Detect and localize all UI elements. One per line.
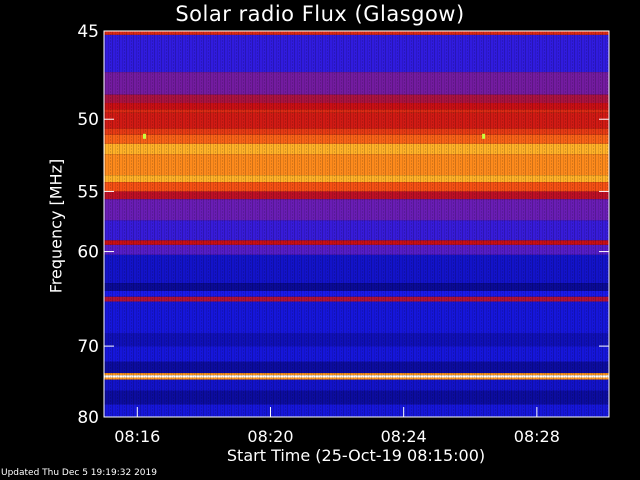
y-tick-label-0: 45 [77,22,99,42]
x-tick-label-3: 08:28 [514,427,560,446]
burst-event-0 [143,133,146,139]
x-tick-label-2: 08:24 [381,427,427,446]
y-axis-label: Frequency [MHz] [46,158,66,294]
x-axis-label: Start Time (25-Oct-19 08:15:00) [226,446,486,465]
spectrum-texture [104,31,609,417]
updated-timestamp: Updated Thu Dec 5 19:19:32 2019 [1,468,157,478]
y-tick-label-4: 70 [77,337,99,357]
y-tick-label-3: 60 [77,243,99,263]
x-tick-label-0: 08:16 [114,427,160,446]
spectrogram-bands [104,31,609,417]
y-tick-label-1: 50 [77,110,99,130]
x-axis: 08:16 08:20 08:24 08:28 [114,407,560,446]
plot-frame [103,30,610,418]
x-tick-label-1: 08:20 [247,427,293,446]
y-tick-label-5: 80 [77,408,99,428]
burst-event-1 [482,133,486,139]
y-axis: 45 50 55 60 70 80 [77,22,609,428]
y-tick-label-2: 55 [77,182,99,202]
burst-events [143,133,486,139]
chart-title: Solar radio Flux (Glasgow) [175,2,465,26]
